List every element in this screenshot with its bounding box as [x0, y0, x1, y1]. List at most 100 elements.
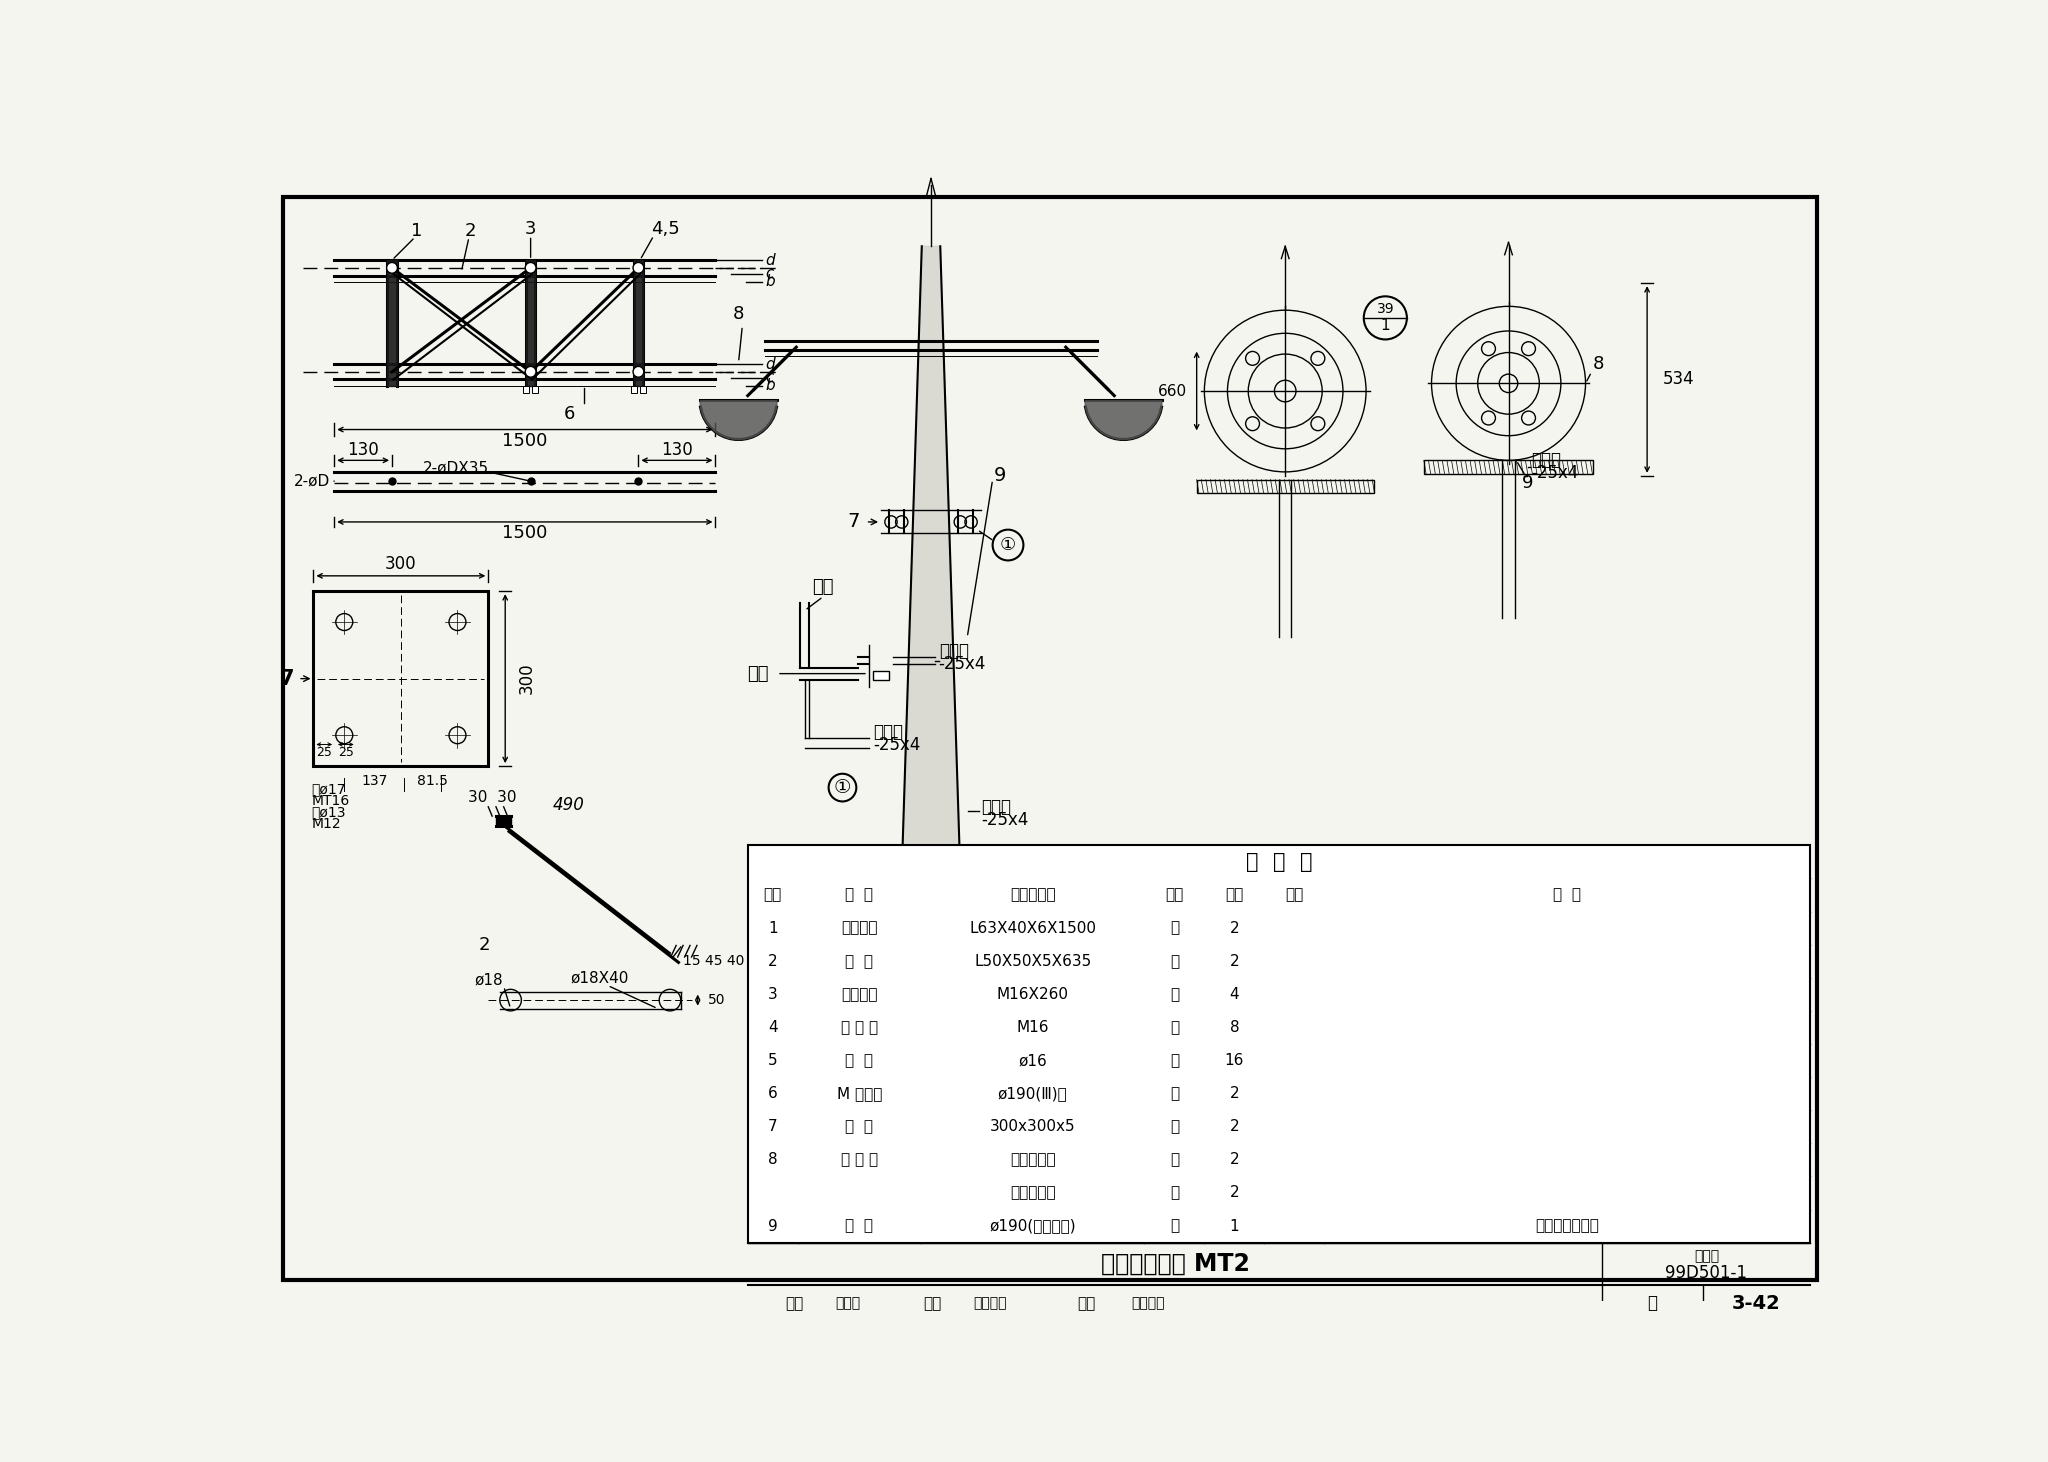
Text: 2: 2 [465, 222, 477, 240]
Text: 角钢: 角钢 [813, 579, 834, 596]
Text: 4: 4 [768, 1020, 778, 1035]
Text: ø18: ø18 [473, 972, 502, 988]
Bar [1423, 461, 1593, 474]
Polygon shape [526, 260, 535, 386]
Text: 审核: 审核 [784, 1295, 803, 1311]
Text: 300: 300 [518, 662, 537, 694]
Text: L63X40X6X1500: L63X40X6X1500 [969, 921, 1096, 936]
Text: 方 螺 母: 方 螺 母 [842, 1020, 879, 1035]
Polygon shape [1085, 401, 1161, 440]
Text: 1: 1 [1380, 319, 1391, 333]
Text: 3-42: 3-42 [1733, 1294, 1782, 1313]
Text: 引下线: 引下线 [938, 642, 969, 661]
Text: 单位: 单位 [1165, 887, 1184, 902]
Text: 2: 2 [479, 937, 489, 955]
Polygon shape [899, 246, 963, 968]
Text: 材  料  表: 材 料 表 [1245, 852, 1313, 871]
Text: M12: M12 [311, 817, 340, 830]
Text: 300x300x5: 300x300x5 [989, 1120, 1075, 1135]
Text: 根: 根 [1169, 921, 1180, 936]
Polygon shape [700, 401, 776, 440]
Text: 编号: 编号 [764, 887, 782, 902]
Text: 根: 根 [1169, 953, 1180, 969]
Text: 8: 8 [733, 306, 743, 323]
Text: 9: 9 [1522, 475, 1534, 493]
Text: b: b [766, 275, 774, 289]
Text: b: b [766, 379, 774, 393]
Text: 1500: 1500 [502, 525, 547, 542]
Text: 660: 660 [1157, 383, 1186, 399]
Text: 页: 页 [1647, 1294, 1657, 1313]
Text: 2: 2 [1229, 1186, 1239, 1200]
Text: 4,5: 4,5 [651, 221, 680, 238]
Text: 台: 台 [1169, 1186, 1180, 1200]
Text: M16: M16 [1016, 1020, 1049, 1035]
Text: 15 45 40: 15 45 40 [684, 953, 745, 968]
Text: 根: 根 [1169, 1219, 1180, 1234]
Text: 由工程选定: 由工程选定 [1010, 1186, 1055, 1200]
Text: 高度由工程选定: 高度由工程选定 [1536, 1219, 1599, 1234]
Text: 孔ø17: 孔ø17 [311, 782, 346, 795]
Text: 1500: 1500 [502, 433, 547, 450]
Text: 30  30: 30 30 [467, 789, 516, 806]
Text: 照明台构造图 MT2: 照明台构造图 MT2 [1100, 1251, 1249, 1276]
Text: 备  注: 备 注 [1554, 887, 1581, 902]
Text: 9: 9 [768, 1219, 778, 1234]
Text: 螺栓: 螺栓 [748, 665, 768, 683]
Text: 7: 7 [848, 513, 860, 532]
Text: 1: 1 [768, 921, 778, 936]
Circle shape [387, 263, 397, 273]
Text: 孔ø13: 孔ø13 [311, 806, 346, 819]
Bar [872, 671, 889, 680]
Bar [532, 386, 539, 393]
Text: 名  称: 名 称 [846, 887, 872, 902]
Circle shape [524, 263, 537, 273]
Text: 8: 8 [768, 1152, 778, 1167]
Text: 6: 6 [768, 1086, 778, 1101]
Text: 个: 个 [1169, 1053, 1180, 1069]
Text: 25: 25 [315, 746, 332, 759]
Text: ①: ① [999, 537, 1016, 554]
Text: 2: 2 [768, 953, 778, 969]
Text: 8: 8 [1229, 1020, 1239, 1035]
Text: 横  撑: 横 撑 [846, 953, 872, 969]
Text: 7: 7 [768, 1120, 778, 1135]
Text: d: d [766, 253, 774, 268]
Circle shape [524, 367, 537, 377]
Circle shape [633, 263, 643, 273]
Text: 2: 2 [1229, 921, 1239, 936]
Text: 个: 个 [1169, 987, 1180, 1001]
Circle shape [633, 367, 643, 377]
Text: ø190(电杆梢径): ø190(电杆梢径) [989, 1219, 1075, 1234]
Text: 引下线: 引下线 [981, 798, 1012, 816]
Text: 由工程选定: 由工程选定 [1010, 1152, 1055, 1167]
Bar [1196, 480, 1374, 494]
Text: 5: 5 [768, 1053, 778, 1069]
Text: 1: 1 [1229, 1219, 1239, 1234]
Text: 2: 2 [1229, 1152, 1239, 1167]
Text: 16: 16 [1225, 1053, 1243, 1069]
Text: 2-øD: 2-øD [295, 474, 330, 488]
Text: 志翔仗: 志翔仗 [836, 1297, 860, 1310]
Text: 图集号: 图集号 [1694, 1250, 1718, 1263]
Bar [522, 386, 528, 393]
Text: ø18X40: ø18X40 [571, 971, 629, 985]
Text: 50: 50 [709, 993, 725, 1007]
Text: ø16: ø16 [1018, 1053, 1047, 1069]
Text: 垫  圈: 垫 圈 [846, 1053, 872, 1069]
Polygon shape [496, 816, 512, 826]
Text: 4: 4 [1229, 987, 1239, 1001]
Bar [631, 386, 637, 393]
Text: c: c [766, 370, 774, 386]
Text: 令含至笔: 令含至笔 [973, 1297, 1008, 1310]
Text: M 型抱铁: M 型抱铁 [838, 1086, 883, 1101]
Text: 2: 2 [1229, 1120, 1239, 1135]
Text: 引下线: 引下线 [872, 724, 903, 741]
Text: -25x4: -25x4 [981, 811, 1028, 829]
Polygon shape [387, 260, 397, 386]
Text: ø190(Ⅲ)型: ø190(Ⅲ)型 [997, 1086, 1067, 1101]
Text: L50X50X5X635: L50X50X5X635 [975, 953, 1092, 969]
Text: c: c [766, 266, 774, 282]
Text: 2: 2 [1229, 953, 1239, 969]
Text: 付: 付 [1169, 1086, 1180, 1101]
